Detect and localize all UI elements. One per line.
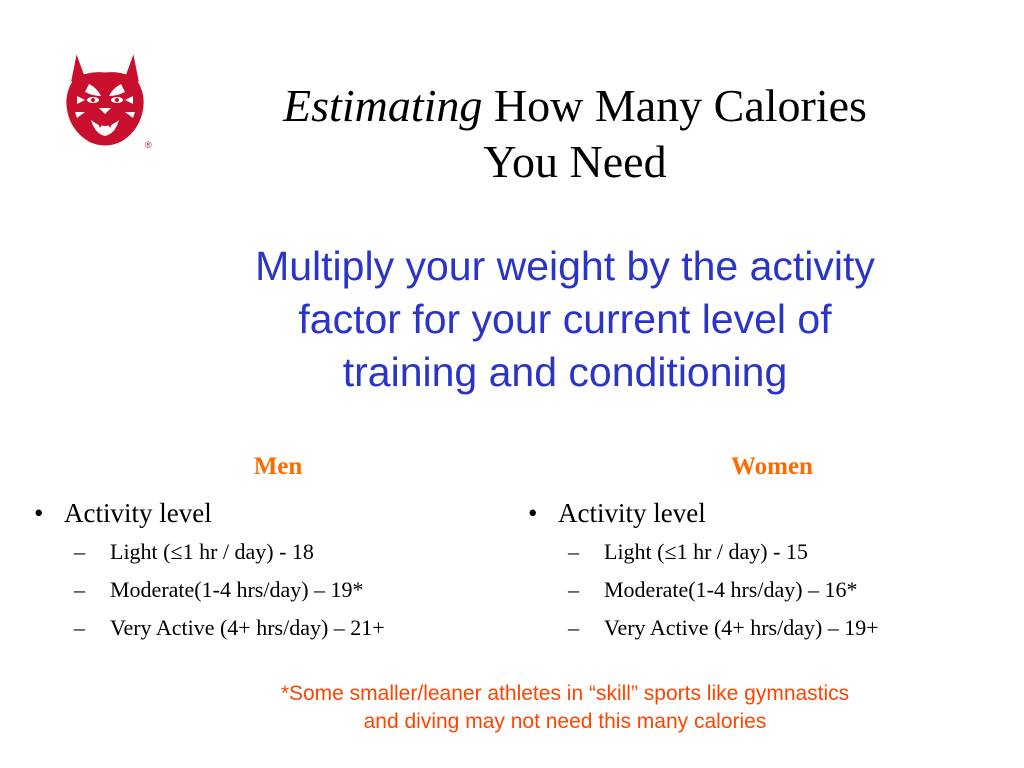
men-bullet: • Activity level <box>28 495 528 531</box>
subtitle-line-2: factor for your current level of <box>298 296 832 342</box>
dash-marker: – <box>568 615 579 640</box>
dash-marker: – <box>568 577 579 602</box>
list-item-text: Moderate(1-4 hrs/day) – 19* <box>110 577 364 602</box>
title-rest: How Many Calories <box>482 80 867 131</box>
women-column: Women • Activity level – Light (≤1 hr / d… <box>522 450 1022 647</box>
title-italic-word: Estimating <box>283 80 483 131</box>
list-item-text: Light (≤1 hr / day) - 15 <box>604 539 808 564</box>
bullet-dot: • <box>528 498 538 528</box>
subtitle-line-3: training and conditioning <box>342 349 788 395</box>
men-bullet-label: Activity level <box>64 498 212 528</box>
wildcat-logo: ® <box>55 50 155 150</box>
list-item-text: Light (≤1 hr / day) - 18 <box>110 539 314 564</box>
list-item: – Light (≤1 hr / day) - 18 <box>28 533 528 571</box>
registered-mark: ® <box>145 140 152 150</box>
women-activity-list: – Light (≤1 hr / day) - 15 – Moderate(1-4 … <box>522 533 1022 647</box>
footnote-line-1: *Some smaller/leaner athletes in “skill”… <box>280 682 850 705</box>
women-bullet: • Activity level <box>522 495 1022 531</box>
footnote-line-2: and diving may not need this many calori… <box>363 710 767 733</box>
list-item-text: Very Active (4+ hrs/day) – 21+ <box>110 615 385 640</box>
footnote: *Some smaller/leaner athletes in “skill”… <box>160 680 970 736</box>
list-item: – Moderate(1-4 hrs/day) – 19* <box>28 571 528 609</box>
list-item: – Very Active (4+ hrs/day) – 21+ <box>28 609 528 647</box>
slide-subtitle: Multiply your weight by the activity fac… <box>160 240 970 399</box>
title-line-1: Estimating How Many Calories <box>180 78 970 134</box>
wildcat-head-icon: ® <box>66 54 152 150</box>
men-activity-list: – Light (≤1 hr / day) - 18 – Moderate(1-4 … <box>28 533 528 647</box>
dash-marker: – <box>74 615 85 640</box>
bullet-dot: • <box>34 498 44 528</box>
women-heading: Women <box>731 453 813 480</box>
list-item: – Moderate(1-4 hrs/day) – 16* <box>522 571 1022 609</box>
dash-marker: – <box>74 577 85 602</box>
dash-marker: – <box>74 539 85 564</box>
list-item: – Light (≤1 hr / day) - 15 <box>522 533 1022 571</box>
list-item-text: Very Active (4+ hrs/day) – 19+ <box>604 615 879 640</box>
men-column: Men • Activity level – Light (≤1 hr / day… <box>28 450 528 647</box>
list-item: – Very Active (4+ hrs/day) – 19+ <box>522 609 1022 647</box>
subtitle-line-1: Multiply your weight by the activity <box>255 243 875 289</box>
slide-title: Estimating How Many Calories You Need <box>180 78 970 190</box>
dash-marker: – <box>568 539 579 564</box>
title-line-2: You Need <box>483 136 667 187</box>
list-item-text: Moderate(1-4 hrs/day) – 16* <box>604 577 858 602</box>
men-heading: Men <box>253 453 303 480</box>
women-bullet-label: Activity level <box>558 498 706 528</box>
